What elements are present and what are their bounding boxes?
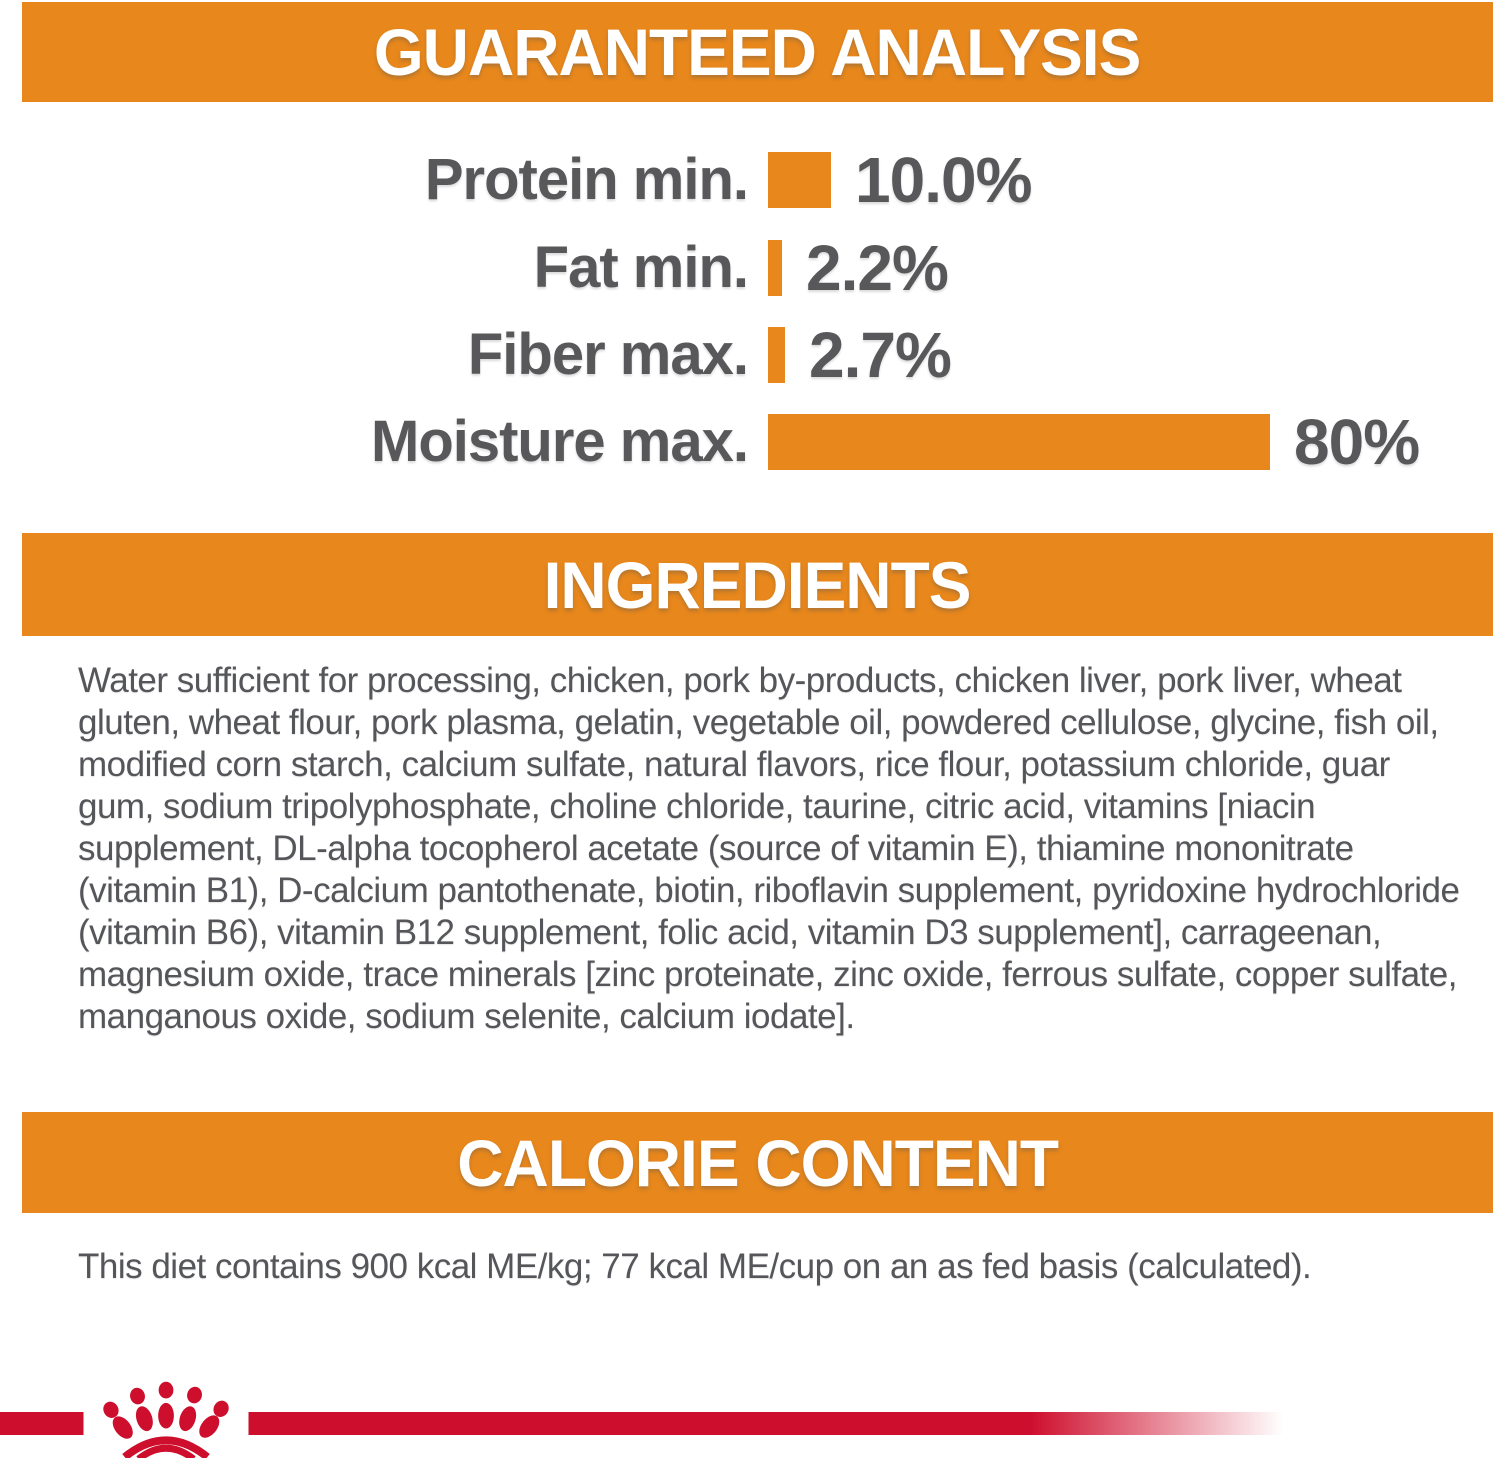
ingredients-title: INGREDIENTS <box>544 547 972 622</box>
calorie-content-title: CALORIE CONTENT <box>457 1125 1059 1200</box>
analysis-label: Protein min. <box>424 147 749 212</box>
calorie-content-banner: CALORIE CONTENT <box>22 1112 1493 1213</box>
analysis-label: Fat min. <box>533 235 749 300</box>
royal-canin-crown-icon <box>103 1381 229 1458</box>
guaranteed-analysis-title: GUARANTEED ANALYSIS <box>374 15 1141 89</box>
analysis-label: Moisture max. <box>371 409 749 474</box>
ingredients-text: Water sufficient for processing, chicken… <box>78 661 1460 1036</box>
analysis-value: 10.0% <box>855 144 1032 216</box>
analysis-bar <box>768 414 1270 470</box>
analysis-row: Protein min. 10.0% <box>0 144 1500 216</box>
guaranteed-analysis-chart: Protein min. 10.0% Fat min. 2.2% Fiber max. 2… <box>0 0 1500 520</box>
guaranteed-analysis-banner: GUARANTEED ANALYSIS <box>22 2 1493 102</box>
analysis-row: Moisture max. 80% <box>0 406 1500 478</box>
analysis-row: Fat min. 2.2% <box>0 232 1500 304</box>
analysis-bar <box>768 152 831 208</box>
ingredients-banner: INGREDIENTS <box>22 533 1493 636</box>
analysis-value: 2.2% <box>806 232 949 304</box>
analysis-label: Fiber max. <box>467 322 749 387</box>
calorie-content-text: This diet contains 900 kcal ME/kg; 77 kc… <box>78 1247 1312 1286</box>
analysis-value: 80% <box>1294 406 1420 478</box>
analysis-bar <box>768 240 782 296</box>
analysis-value: 2.7% <box>809 319 952 391</box>
analysis-row: Fiber max. 2.7% <box>0 319 1500 391</box>
analysis-bar <box>768 327 785 383</box>
footer-stripe <box>0 1412 1283 1435</box>
